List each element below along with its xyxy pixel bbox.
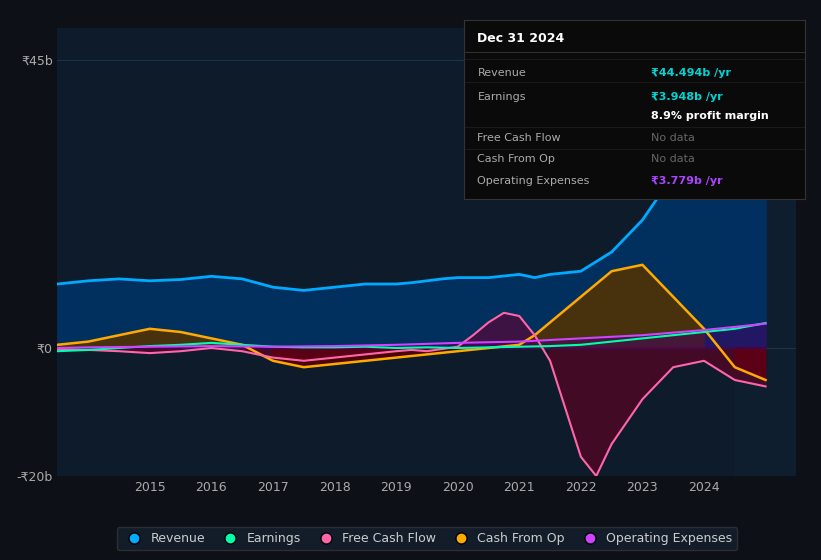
Text: No data: No data — [651, 133, 695, 143]
Text: No data: No data — [651, 155, 695, 165]
Legend: Revenue, Earnings, Free Cash Flow, Cash From Op, Operating Expenses: Revenue, Earnings, Free Cash Flow, Cash … — [117, 528, 737, 550]
Text: ₹3.948b /yr: ₹3.948b /yr — [651, 92, 723, 102]
Bar — [735, 28, 796, 476]
Text: Earnings: Earnings — [478, 92, 526, 102]
Text: Dec 31 2024: Dec 31 2024 — [478, 32, 565, 45]
Text: Revenue: Revenue — [478, 68, 526, 78]
Text: ₹44.494b /yr: ₹44.494b /yr — [651, 68, 732, 78]
Text: 8.9% profit margin: 8.9% profit margin — [651, 111, 769, 122]
Text: ₹3.779b /yr: ₹3.779b /yr — [651, 176, 722, 186]
Text: Free Cash Flow: Free Cash Flow — [478, 133, 561, 143]
Text: Operating Expenses: Operating Expenses — [478, 176, 589, 186]
Text: Cash From Op: Cash From Op — [478, 155, 555, 165]
